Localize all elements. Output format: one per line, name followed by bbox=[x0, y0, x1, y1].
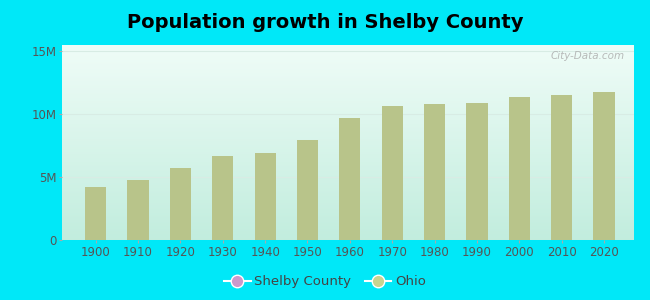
Bar bbox=[297, 140, 318, 240]
Bar bbox=[127, 180, 149, 240]
Text: City-Data.com: City-Data.com bbox=[551, 51, 625, 61]
Bar bbox=[551, 95, 572, 240]
Text: Population growth in Shelby County: Population growth in Shelby County bbox=[127, 14, 523, 32]
Bar bbox=[212, 156, 233, 240]
Bar bbox=[593, 92, 615, 240]
Bar bbox=[85, 187, 106, 240]
Bar bbox=[424, 104, 445, 240]
Bar bbox=[255, 153, 276, 240]
Bar bbox=[170, 167, 191, 240]
Bar bbox=[382, 106, 403, 240]
Legend: Shelby County, Ohio: Shelby County, Ohio bbox=[219, 270, 431, 293]
Bar bbox=[509, 97, 530, 240]
Bar bbox=[339, 118, 361, 240]
Bar bbox=[467, 103, 488, 240]
